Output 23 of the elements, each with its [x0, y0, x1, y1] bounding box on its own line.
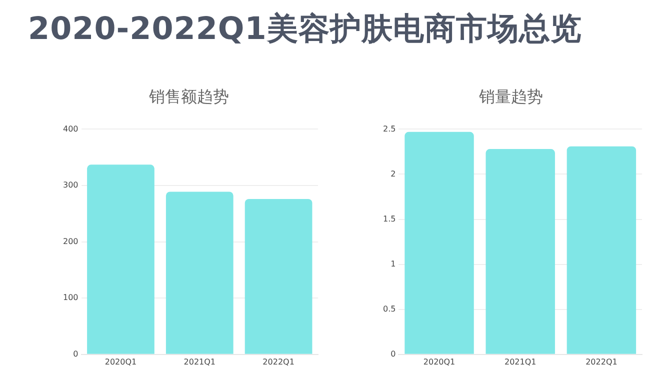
bar	[244, 199, 312, 354]
bar	[87, 164, 154, 354]
y-tick-label: 2.5	[382, 124, 396, 134]
y-tick-label: 0.5	[382, 304, 396, 314]
y-tick-label: 100	[62, 293, 78, 302]
y-tick-label: 400	[62, 124, 78, 134]
y-tick-label: 0	[73, 349, 78, 358]
x-tick-label: 2021Q1	[504, 357, 536, 366]
chart-title: 销售额趋势	[148, 86, 229, 106]
y-tick-label: 0	[390, 349, 396, 358]
text: 2020-2022Q1美容护肤电商市场总览	[28, 10, 583, 49]
chart-title: 销量趋势	[478, 86, 543, 106]
y-tick-label: 2	[390, 169, 396, 178]
y-tick-label: 200	[62, 236, 78, 246]
bar	[166, 192, 234, 354]
x-tick-label: 2020Q1	[104, 357, 137, 366]
y-tick-label: 300	[62, 180, 78, 190]
x-tick-label: 2021Q1	[184, 357, 216, 366]
x-tick-label: 2020Q1	[423, 357, 456, 366]
y-tick-label: 1	[390, 259, 396, 268]
x-tick-label: 2022Q1	[586, 357, 618, 366]
y-tick-label: 1.5	[382, 214, 396, 224]
x-tick-label: 2022Q1	[262, 357, 294, 366]
